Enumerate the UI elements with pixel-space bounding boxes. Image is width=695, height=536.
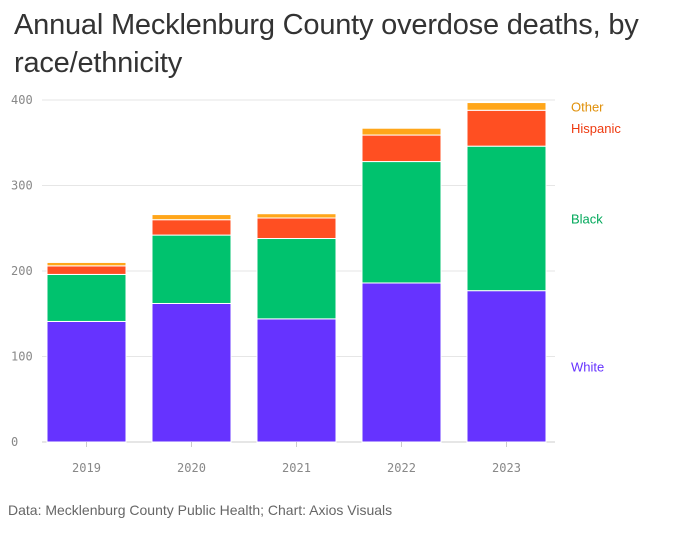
bar-segment-white-2019 xyxy=(46,320,127,443)
bar-segment-white-2022 xyxy=(361,282,442,443)
axes: 0 100 200 300 400 2019 2020 2021 2022 2023 xyxy=(11,93,521,475)
x-tick-label-2019: 2019 xyxy=(72,461,101,475)
bar-segment-black-2021 xyxy=(256,238,337,320)
x-tick-label-2020: 2020 xyxy=(177,461,206,475)
bar-segment-hispanic-2023 xyxy=(466,109,547,147)
x-tick-label-2021: 2021 xyxy=(282,461,311,475)
source-note: Data: Mecklenburg County Public Health; … xyxy=(8,502,393,518)
bars xyxy=(46,102,547,443)
bar-segment-white-2020 xyxy=(151,302,232,443)
legend: White Black Hispanic Other xyxy=(571,100,621,375)
bar-segment-hispanic-2022 xyxy=(361,134,442,163)
y-tick-label: 100 xyxy=(11,350,33,364)
bar-segment-other-2021 xyxy=(256,213,337,219)
bar-segment-black-2022 xyxy=(361,161,442,284)
bar-segment-hispanic-2021 xyxy=(256,217,337,240)
bar-segment-black-2020 xyxy=(151,234,232,304)
chart-title: Annual Mecklenburg County overdose death… xyxy=(14,9,639,79)
bar-segment-hispanic-2019 xyxy=(46,265,127,275)
bar-segment-hispanic-2020 xyxy=(151,219,232,236)
legend-label-hispanic: Hispanic xyxy=(571,121,621,136)
bar-segment-other-2022 xyxy=(361,127,442,136)
bar-segment-white-2021 xyxy=(256,318,337,443)
x-tick-label-2022: 2022 xyxy=(387,461,416,475)
x-tick-label-2023: 2023 xyxy=(492,461,521,475)
bar-segment-other-2023 xyxy=(466,102,547,111)
bar-segment-black-2019 xyxy=(46,273,127,322)
y-tick-label: 0 xyxy=(11,435,18,449)
y-tick-label: 200 xyxy=(11,264,33,278)
legend-label-other: Other xyxy=(571,100,604,115)
y-tick-label: 300 xyxy=(11,179,33,193)
bar-segment-white-2023 xyxy=(466,290,547,443)
bar-segment-other-2020 xyxy=(151,214,232,221)
y-tick-label: 400 xyxy=(11,93,33,107)
legend-label-white: White xyxy=(571,359,604,374)
bar-segment-other-2019 xyxy=(46,261,127,267)
bar-segment-black-2023 xyxy=(466,145,547,292)
legend-label-black: Black xyxy=(571,211,603,226)
